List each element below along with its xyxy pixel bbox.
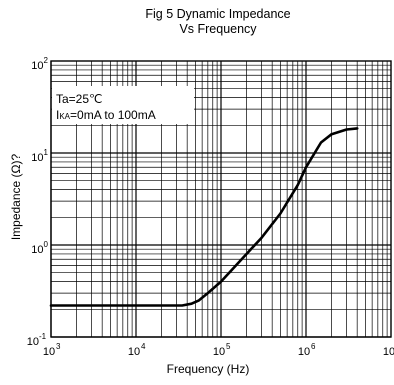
y-tick-exponent: 0 bbox=[44, 240, 49, 249]
x-axis-label: Frequency (Hz) bbox=[167, 362, 250, 376]
x-tick-labels: 103104105106107 bbox=[43, 342, 394, 358]
axes bbox=[50, 60, 392, 338]
y-tick-label: 10 bbox=[31, 60, 43, 72]
annotation-current: IKA=0mA to 100mA bbox=[56, 108, 156, 122]
y-tick-exponent: 2 bbox=[44, 56, 49, 65]
x-tick-label: 10 bbox=[43, 346, 55, 358]
x-tick-exponent: 4 bbox=[141, 342, 146, 351]
annotation-background bbox=[52, 86, 194, 124]
plot-frame bbox=[50, 60, 392, 338]
x-tick-label: 10 bbox=[298, 346, 310, 358]
annotation-temperature: Ta=25℃ bbox=[56, 92, 103, 106]
annotation-box: Ta=25℃ IKA=0mA to 100mA bbox=[52, 86, 194, 124]
x-tick-label: 10 bbox=[213, 346, 225, 358]
y-tick-label: 10 bbox=[31, 152, 43, 164]
y-tick-label: 10 bbox=[31, 244, 43, 256]
chart-subtitle: Vs Frequency bbox=[179, 22, 257, 36]
x-tick-exponent: 6 bbox=[311, 342, 316, 351]
y-tick-exponent: -1 bbox=[39, 332, 47, 341]
series-line-1 bbox=[49, 127, 359, 307]
chart-title: Fig 5 Dynamic Impedance bbox=[145, 7, 290, 21]
y-tick-label: 10 bbox=[27, 336, 39, 348]
x-tick-label: 10 bbox=[128, 346, 140, 358]
x-tick-label: 10 bbox=[383, 346, 394, 358]
y-axis-label: Impedance (Ω)? bbox=[9, 154, 23, 241]
series-group bbox=[49, 127, 359, 307]
x-tick-exponent: 3 bbox=[56, 342, 61, 351]
y-tick-exponent: 1 bbox=[44, 148, 49, 157]
x-tick-exponent: 5 bbox=[226, 342, 231, 351]
